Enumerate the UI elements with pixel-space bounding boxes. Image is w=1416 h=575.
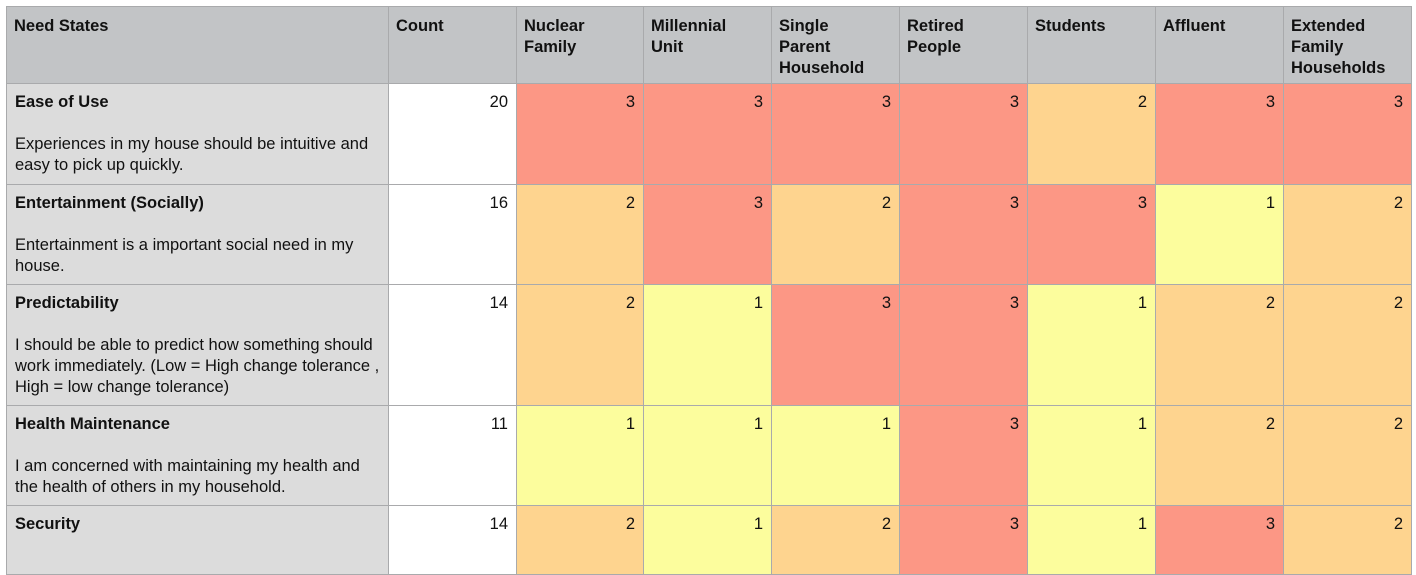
need-state-cell[interactable]: Health Maintenance I am concerned with m… bbox=[6, 405, 389, 506]
score-cell[interactable]: 3 bbox=[771, 83, 900, 185]
need-state-description: I should be able to predict how somethin… bbox=[15, 336, 380, 396]
header-affluent[interactable]: Affluent bbox=[1155, 6, 1284, 84]
score-cell[interactable]: 1 bbox=[643, 505, 772, 575]
score-cell[interactable]: 3 bbox=[1155, 83, 1284, 185]
score-cell[interactable]: 2 bbox=[516, 505, 644, 575]
score-cell[interactable]: 3 bbox=[1027, 184, 1156, 285]
score-cell[interactable]: 1 bbox=[771, 405, 900, 506]
score-cell[interactable]: 3 bbox=[643, 184, 772, 285]
score-cell[interactable]: 2 bbox=[1283, 284, 1412, 406]
score-cell[interactable]: 1 bbox=[1027, 405, 1156, 506]
need-state-title: Health Maintenance bbox=[15, 415, 170, 433]
count-cell[interactable]: 11 bbox=[388, 405, 517, 506]
need-state-cell[interactable]: Predictability I should be able to predi… bbox=[6, 284, 389, 406]
table-row: Health Maintenance I am concerned with m… bbox=[6, 405, 1412, 506]
score-cell[interactable]: 2 bbox=[771, 505, 900, 575]
score-cell[interactable]: 3 bbox=[899, 284, 1028, 406]
need-state-title: Predictability bbox=[15, 294, 119, 312]
header-extended-family-households[interactable]: Extended Family Households bbox=[1283, 6, 1412, 84]
need-state-title: Entertainment (Socially) bbox=[15, 194, 204, 212]
need-state-cell[interactable]: Ease of Use Experiences in my house shou… bbox=[6, 83, 389, 185]
score-cell[interactable]: 3 bbox=[1283, 83, 1412, 185]
score-cell[interactable]: 2 bbox=[516, 184, 644, 285]
header-single-parent-household[interactable]: Single Parent Household bbox=[771, 6, 900, 84]
score-cell[interactable]: 1 bbox=[1027, 505, 1156, 575]
need-state-title: Security bbox=[15, 515, 81, 533]
header-need-states[interactable]: Need States bbox=[6, 6, 389, 84]
need-state-description: Experiences in my house should be intuit… bbox=[15, 135, 369, 174]
score-cell[interactable]: 2 bbox=[1283, 405, 1412, 506]
table-row: Predictability I should be able to predi… bbox=[6, 284, 1412, 406]
need-state-cell[interactable]: Security bbox=[6, 505, 389, 575]
need-state-title: Ease of Use bbox=[15, 93, 109, 111]
header-millennial-unit[interactable]: Millennial Unit bbox=[643, 6, 772, 84]
score-cell[interactable]: 1 bbox=[1155, 184, 1284, 285]
score-cell[interactable]: 2 bbox=[1155, 405, 1284, 506]
score-cell[interactable]: 2 bbox=[1283, 505, 1412, 575]
score-cell[interactable]: 3 bbox=[899, 184, 1028, 285]
table-row: Ease of Use Experiences in my house shou… bbox=[6, 83, 1412, 185]
score-cell[interactable]: 1 bbox=[643, 284, 772, 406]
table-row: Security 14 2 1 2 3 1 3 2 bbox=[6, 505, 1412, 575]
score-cell[interactable]: 3 bbox=[899, 405, 1028, 506]
need-states-table: Need States Count Nuclear Family Millenn… bbox=[6, 6, 1412, 575]
score-cell[interactable]: 2 bbox=[516, 284, 644, 406]
header-count[interactable]: Count bbox=[388, 6, 517, 84]
need-state-description: I am concerned with maintaining my healt… bbox=[15, 457, 360, 496]
score-cell[interactable]: 3 bbox=[771, 284, 900, 406]
score-cell[interactable]: 2 bbox=[1027, 83, 1156, 185]
header-students[interactable]: Students bbox=[1027, 6, 1156, 84]
count-cell[interactable]: 14 bbox=[388, 505, 517, 575]
need-state-cell[interactable]: Entertainment (Socially) Entertainment i… bbox=[6, 184, 389, 285]
table-row: Entertainment (Socially) Entertainment i… bbox=[6, 184, 1412, 285]
score-cell[interactable]: 3 bbox=[1155, 505, 1284, 575]
score-cell[interactable]: 3 bbox=[899, 83, 1028, 185]
score-cell[interactable]: 2 bbox=[1283, 184, 1412, 285]
count-cell[interactable]: 20 bbox=[388, 83, 517, 185]
need-state-description: Entertainment is a important social need… bbox=[15, 236, 354, 275]
score-cell[interactable]: 3 bbox=[899, 505, 1028, 575]
count-cell[interactable]: 14 bbox=[388, 284, 517, 406]
count-cell[interactable]: 16 bbox=[388, 184, 517, 285]
header-retired-people[interactable]: Retired People bbox=[899, 6, 1028, 84]
score-cell[interactable]: 3 bbox=[516, 83, 644, 185]
header-row: Need States Count Nuclear Family Millenn… bbox=[6, 6, 1412, 84]
header-nuclear-family[interactable]: Nuclear Family bbox=[516, 6, 644, 84]
score-cell[interactable]: 3 bbox=[643, 83, 772, 185]
score-cell[interactable]: 1 bbox=[516, 405, 644, 506]
score-cell[interactable]: 2 bbox=[1155, 284, 1284, 406]
score-cell[interactable]: 1 bbox=[1027, 284, 1156, 406]
score-cell[interactable]: 1 bbox=[643, 405, 772, 506]
score-cell[interactable]: 2 bbox=[771, 184, 900, 285]
